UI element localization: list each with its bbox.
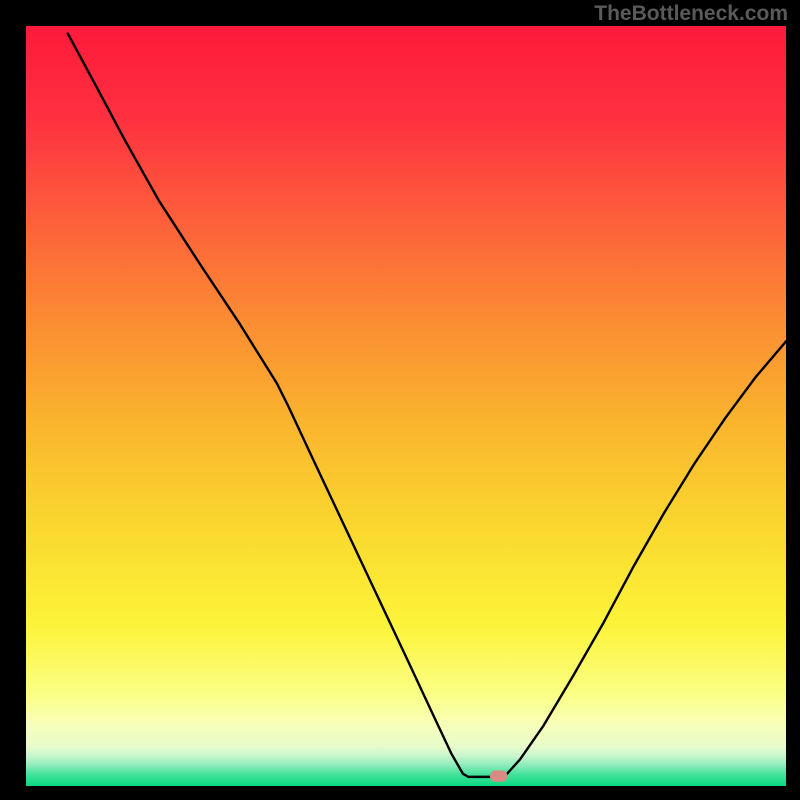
chart-frame: TheBottleneck.com bbox=[0, 0, 800, 800]
gradient-background bbox=[26, 26, 786, 786]
plot-svg bbox=[26, 26, 786, 786]
plot-area bbox=[26, 26, 786, 786]
watermark-text: TheBottleneck.com bbox=[594, 2, 788, 26]
highlight-marker bbox=[490, 770, 507, 781]
